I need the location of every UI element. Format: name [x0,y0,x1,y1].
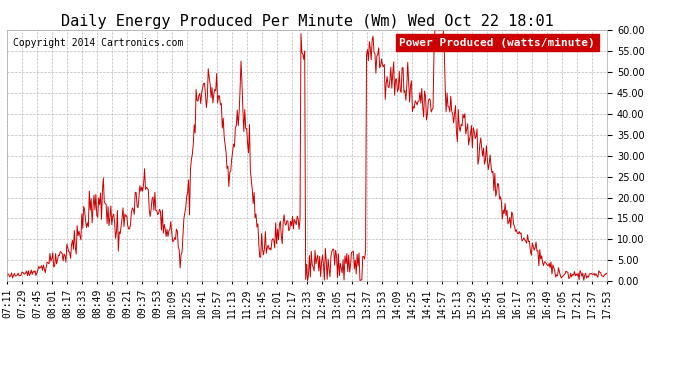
Text: Copyright 2014 Cartronics.com: Copyright 2014 Cartronics.com [13,38,184,48]
Title: Daily Energy Produced Per Minute (Wm) Wed Oct 22 18:01: Daily Energy Produced Per Minute (Wm) We… [61,14,553,29]
Text: Power Produced (watts/minute): Power Produced (watts/minute) [400,38,595,48]
